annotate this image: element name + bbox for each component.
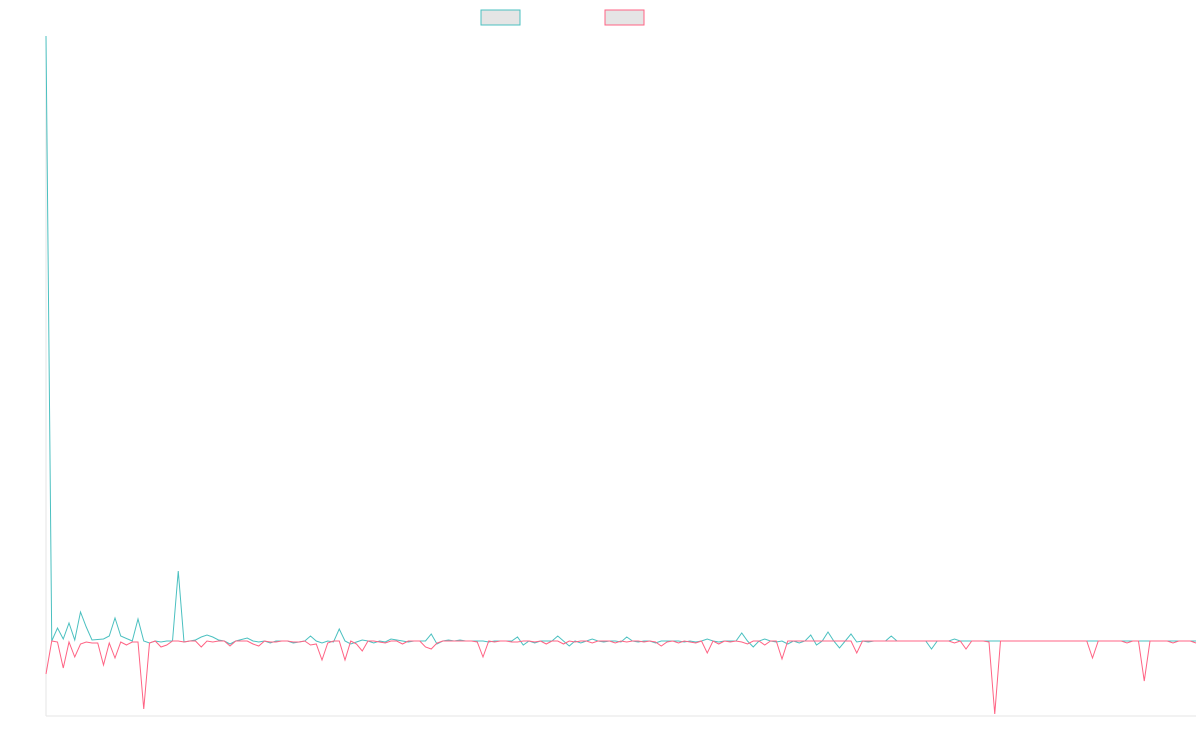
series-line-2 xyxy=(45,640,1197,715)
series-layer xyxy=(45,35,1197,715)
legend-swatch-series-2[interactable] xyxy=(604,9,645,26)
legend[interactable] xyxy=(480,9,645,26)
series-line-1 xyxy=(45,35,1196,650)
axes xyxy=(45,36,1196,717)
legend-swatch-series-1[interactable] xyxy=(480,9,521,26)
